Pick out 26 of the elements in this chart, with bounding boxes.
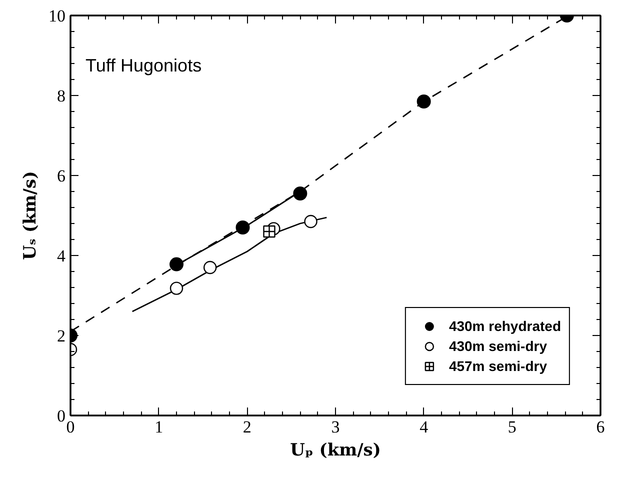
line-series — [132, 216, 328, 312]
legend-label: 430m rehydrated — [448, 318, 561, 334]
point — [236, 220, 250, 234]
point — [416, 94, 431, 108]
y-tick-label: 6 — [57, 166, 66, 186]
y-axis-title: Uₛ (km/s) — [20, 170, 40, 260]
x-tick-label: 2 — [242, 418, 252, 436]
point — [293, 186, 308, 200]
y-tick-label: 4 — [57, 246, 66, 266]
legend-label: 430m semi-dry — [448, 338, 547, 354]
point — [263, 225, 276, 238]
annotation: Tuff Hugoniots — [86, 56, 202, 76]
y-tick-label: 8 — [57, 86, 66, 106]
x-tick-label: 6 — [596, 418, 605, 436]
point — [304, 214, 318, 228]
x-tick-label: 5 — [508, 418, 516, 436]
y-tick-label: 10 — [48, 6, 66, 26]
x-tick-label: 1 — [154, 418, 164, 436]
legend-label: 457m semi-dry — [448, 358, 547, 374]
point — [170, 257, 184, 272]
y-tick-label: 2 — [57, 326, 66, 346]
x-tick-label: 3 — [331, 418, 340, 436]
point — [170, 282, 184, 295]
x-tick-label: 4 — [420, 418, 429, 436]
point — [203, 260, 217, 274]
x-axis-title: Uₚ (km/s) — [290, 440, 381, 460]
